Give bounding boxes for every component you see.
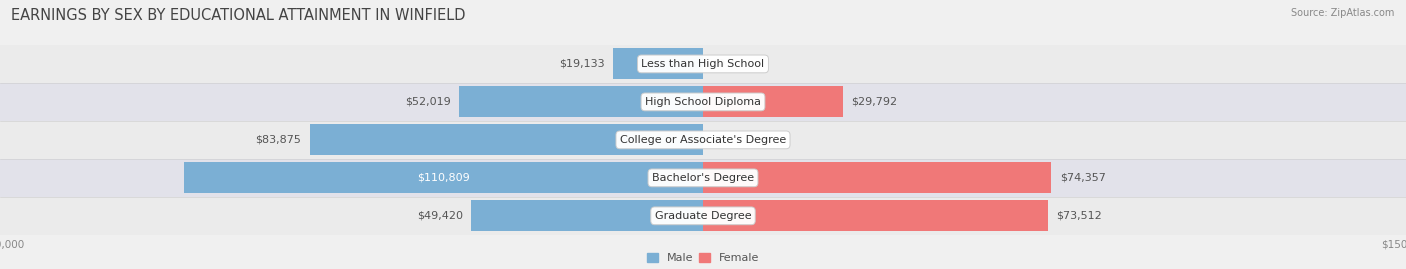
Text: Graduate Degree: Graduate Degree bbox=[655, 211, 751, 221]
Bar bbox=[0, 197, 1406, 235]
Bar bbox=[703, 200, 1047, 231]
Text: High School Diploma: High School Diploma bbox=[645, 97, 761, 107]
Text: $83,875: $83,875 bbox=[256, 135, 301, 145]
Bar bbox=[0, 45, 1406, 83]
Bar bbox=[703, 86, 842, 118]
Text: Source: ZipAtlas.com: Source: ZipAtlas.com bbox=[1291, 8, 1395, 18]
Text: $0: $0 bbox=[711, 135, 725, 145]
Text: $19,133: $19,133 bbox=[560, 59, 605, 69]
Text: $0: $0 bbox=[711, 59, 725, 69]
Legend: Male, Female: Male, Female bbox=[647, 253, 759, 263]
Bar bbox=[471, 200, 703, 231]
Bar bbox=[0, 83, 1406, 121]
Text: Less than High School: Less than High School bbox=[641, 59, 765, 69]
Text: EARNINGS BY SEX BY EDUCATIONAL ATTAINMENT IN WINFIELD: EARNINGS BY SEX BY EDUCATIONAL ATTAINMEN… bbox=[11, 8, 465, 23]
Text: $110,809: $110,809 bbox=[418, 173, 470, 183]
Text: College or Associate's Degree: College or Associate's Degree bbox=[620, 135, 786, 145]
Bar bbox=[703, 162, 1052, 193]
Bar bbox=[0, 159, 1406, 197]
Text: $52,019: $52,019 bbox=[405, 97, 451, 107]
Bar bbox=[309, 124, 703, 155]
Bar bbox=[184, 162, 703, 193]
Text: Bachelor's Degree: Bachelor's Degree bbox=[652, 173, 754, 183]
Bar bbox=[460, 86, 703, 118]
Text: $29,792: $29,792 bbox=[851, 97, 897, 107]
Text: $49,420: $49,420 bbox=[418, 211, 463, 221]
Bar bbox=[0, 121, 1406, 159]
Text: $74,357: $74,357 bbox=[1060, 173, 1105, 183]
Text: $73,512: $73,512 bbox=[1056, 211, 1102, 221]
Bar bbox=[613, 48, 703, 80]
